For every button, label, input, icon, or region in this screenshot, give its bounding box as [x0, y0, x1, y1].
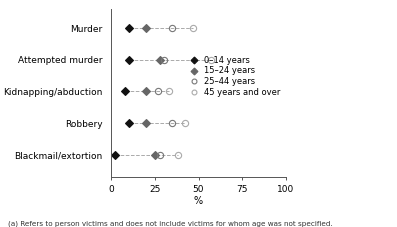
X-axis label: %: % [194, 196, 203, 206]
Legend: 0–14 years, 15–24 years, 25–44 years, 45 years and over: 0–14 years, 15–24 years, 25–44 years, 45… [185, 55, 282, 98]
Text: (a) Refers to person victims and does not include victims for whom age was not s: (a) Refers to person victims and does no… [8, 220, 333, 227]
